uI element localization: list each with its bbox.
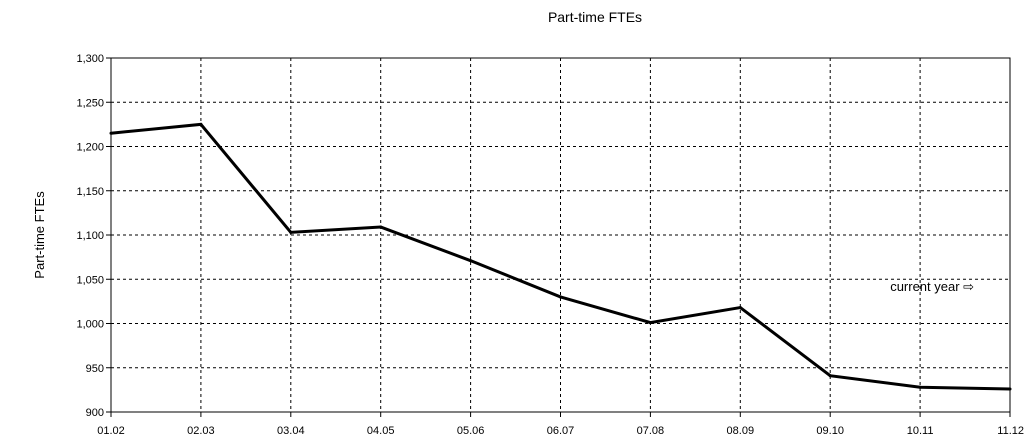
x-tick-label: 10.11: [907, 425, 934, 437]
y-tick-label: 1,250: [76, 97, 104, 109]
chart-title: Part-time FTEs: [548, 9, 642, 25]
y-tick-label: 1,150: [76, 186, 104, 198]
y-tick-label: 1,200: [76, 142, 104, 154]
x-tick-label: 03.04: [277, 425, 305, 437]
data-point: [289, 230, 293, 234]
y-tick-label: 1,000: [76, 319, 104, 331]
y-axis-label: Part-time FTEs: [32, 191, 47, 279]
x-tick-label: 07.08: [637, 425, 665, 437]
y-tick-label: 1,300: [76, 53, 104, 65]
y-tick-label: 900: [86, 407, 104, 419]
y-tick-label: 950: [86, 363, 104, 375]
data-point: [828, 374, 832, 378]
x-tick-label: 04.05: [367, 425, 395, 437]
x-tick-label: 08.09: [727, 425, 755, 437]
x-tick-label: 11.12: [997, 425, 1024, 437]
axis-ticks: 900 950 1,000 1,050 1,100 1,150 1,200 1,250 1,30…: [76, 53, 1024, 437]
data-point: [109, 131, 113, 135]
x-tick-label: 06.07: [547, 425, 575, 437]
x-tick-label: 01.02: [97, 425, 125, 437]
data-point: [559, 295, 562, 299]
y-tick-label: 1,050: [76, 274, 104, 286]
x-tick-label: 05.06: [457, 425, 485, 437]
x-tick-label: 02.03: [187, 425, 215, 437]
y-tick-label: 1,100: [76, 230, 104, 242]
grid-lines: [111, 58, 1010, 412]
data-point: [199, 122, 203, 126]
data-point: [469, 259, 473, 263]
current-year-annotation: current year ⇨: [890, 279, 974, 294]
series-layer: [109, 122, 1012, 391]
x-tick-label: 09.10: [816, 425, 844, 437]
data-point: [918, 385, 922, 389]
data-point: [738, 306, 742, 310]
data-point: [1008, 387, 1012, 391]
data-point: [379, 225, 383, 229]
data-point: [648, 321, 652, 325]
